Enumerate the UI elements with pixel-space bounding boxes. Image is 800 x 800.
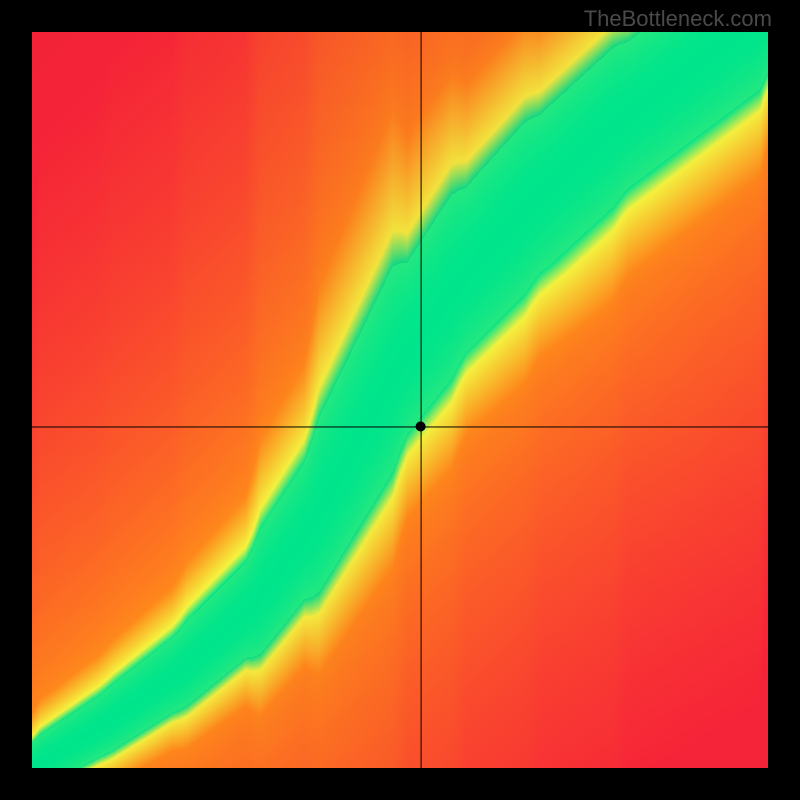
watermark-text: TheBottleneck.com (584, 6, 772, 32)
chart-container (0, 0, 800, 800)
bottleneck-heatmap (0, 0, 800, 800)
